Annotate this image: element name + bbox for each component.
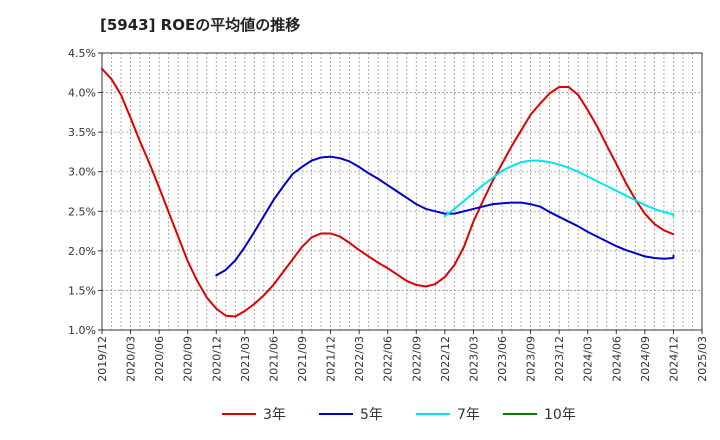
plot-area: [102, 53, 702, 330]
x-tick-label: 2022/09: [410, 336, 423, 382]
legend: 3年 5年 7年 10年: [222, 407, 576, 423]
x-tick-label: 2023/03: [467, 336, 480, 382]
x-tick-label: 2025/03: [696, 336, 709, 382]
x-tick-label: 2024/03: [582, 336, 595, 382]
y-tick-label: 4.0%: [68, 87, 96, 100]
x-tick-label: 2022/03: [353, 336, 366, 382]
legend-label: 5年: [360, 407, 383, 423]
y-tick-label: 4.5%: [68, 47, 96, 60]
x-tick-label: 2022/12: [439, 336, 452, 382]
x-axis: 2019/12 2020/03 2020/06 2020/09 2020/12 2021/…: [96, 330, 709, 382]
series-line-3年: [101, 67, 675, 318]
x-tick-label: 2024/12: [667, 336, 680, 382]
y-tick-label: 3.0%: [68, 166, 96, 179]
legend-label: 3年: [263, 407, 286, 423]
series-line-7年: [443, 159, 675, 218]
x-tick-label: 2021/06: [267, 336, 280, 382]
x-tick-label: 2019/12: [96, 336, 109, 382]
x-tick-label: 2021/09: [296, 336, 309, 382]
legend-label: 7年: [457, 407, 480, 423]
x-tick-label: 2021/12: [325, 336, 338, 382]
x-tick-label: 2024/09: [639, 336, 652, 382]
x-tick-label: 2020/12: [210, 336, 223, 382]
y-tick-label: 1.5%: [68, 284, 96, 297]
y-tick-label: 2.0%: [68, 245, 96, 258]
plot-frame: [101, 52, 703, 331]
x-tick-label: 2023/09: [525, 336, 538, 382]
chart-title: [5943] ROEの平均値の推移: [100, 16, 300, 34]
x-tick-label: 2024/06: [610, 336, 623, 382]
y-tick-label: 3.5%: [68, 126, 96, 139]
series-group: [101, 67, 675, 318]
x-tick-label: 2020/09: [182, 336, 195, 382]
x-tick-label: 2020/06: [153, 336, 166, 382]
legend-label: 10年: [544, 407, 576, 423]
x-tick-label: 2023/06: [496, 336, 509, 382]
y-axis: 1.0% 1.5% 2.0% 2.5% 3.0% 3.5% 4.0% 4.5%: [68, 47, 102, 337]
x-tick-label: 2022/06: [382, 336, 395, 382]
y-tick-label: 1.0%: [68, 324, 96, 337]
x-tick-label: 2020/03: [125, 336, 138, 382]
x-tick-label: 2023/12: [553, 336, 566, 382]
y-tick-label: 2.5%: [68, 205, 96, 218]
x-tick-label: 2021/03: [239, 336, 252, 382]
